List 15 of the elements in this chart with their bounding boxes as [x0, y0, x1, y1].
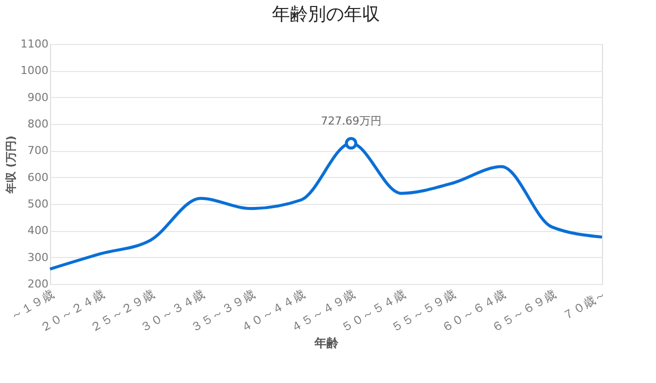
x-axis-title: 年齢 — [314, 336, 340, 350]
y-tick-label: 700 — [28, 144, 48, 158]
y-tick-label: 400 — [28, 224, 48, 238]
y-tick-label: 800 — [28, 118, 48, 130]
chart-title: 年齢別の年収 — [272, 4, 380, 25]
y-tick-label: 600 — [28, 170, 48, 184]
x-tick-label: ７０歳～ — [560, 286, 608, 323]
y-tick-label: 900 — [28, 90, 48, 104]
y-tick-label: 500 — [28, 198, 48, 210]
data-label: 727.69万円 — [320, 114, 382, 128]
y-tick-label: 300 — [28, 250, 48, 264]
y-tick-label: 1000 — [20, 64, 48, 78]
y-tick-label: 200 — [28, 278, 48, 290]
y-tick-label: 1100 — [20, 38, 48, 50]
y-axis-title: 年収 (万円) — [4, 136, 18, 194]
